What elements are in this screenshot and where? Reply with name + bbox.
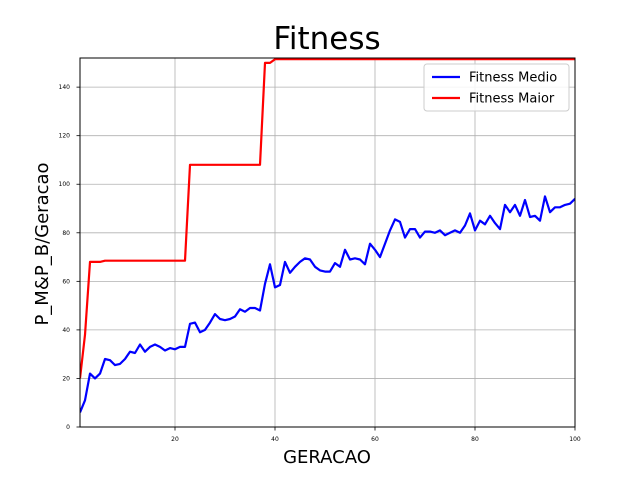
x-tick-label: 40 (271, 436, 279, 443)
y-axis-label: P_M&P_B/Geracao (32, 162, 53, 325)
series-line-fitness-maior (80, 58, 575, 379)
legend-label: Fitness Medio (469, 71, 557, 86)
legend-label: Fitness Maior (469, 92, 555, 107)
legend: Fitness Medio Fitness Maior (423, 63, 570, 112)
y-tick-label: 0 (66, 424, 70, 431)
series-layer (80, 58, 575, 413)
plot-frame (79, 57, 576, 428)
ticks: 0 20 40 60 80 100 120 140 20 40 60 80 100 (59, 84, 581, 443)
y-tick-label: 120 (59, 133, 71, 140)
series-line-fitness-medio (80, 195, 575, 413)
y-tick-label: 100 (59, 181, 71, 188)
x-tick-label: 60 (371, 436, 379, 443)
y-tick-label: 60 (62, 278, 70, 285)
x-tick-label: 20 (171, 436, 179, 443)
x-axis-label: GERACAO (283, 447, 371, 468)
y-tick-label: 80 (62, 230, 70, 237)
x-tick-label: 80 (471, 436, 479, 443)
x-tick-label: 100 (569, 436, 581, 443)
legend-box (423, 63, 570, 112)
grid (80, 58, 576, 428)
y-tick-label: 40 (62, 327, 70, 334)
y-tick-label: 20 (62, 375, 70, 382)
y-tick-label: 140 (59, 84, 71, 91)
chart-title: Fitness (273, 21, 380, 57)
